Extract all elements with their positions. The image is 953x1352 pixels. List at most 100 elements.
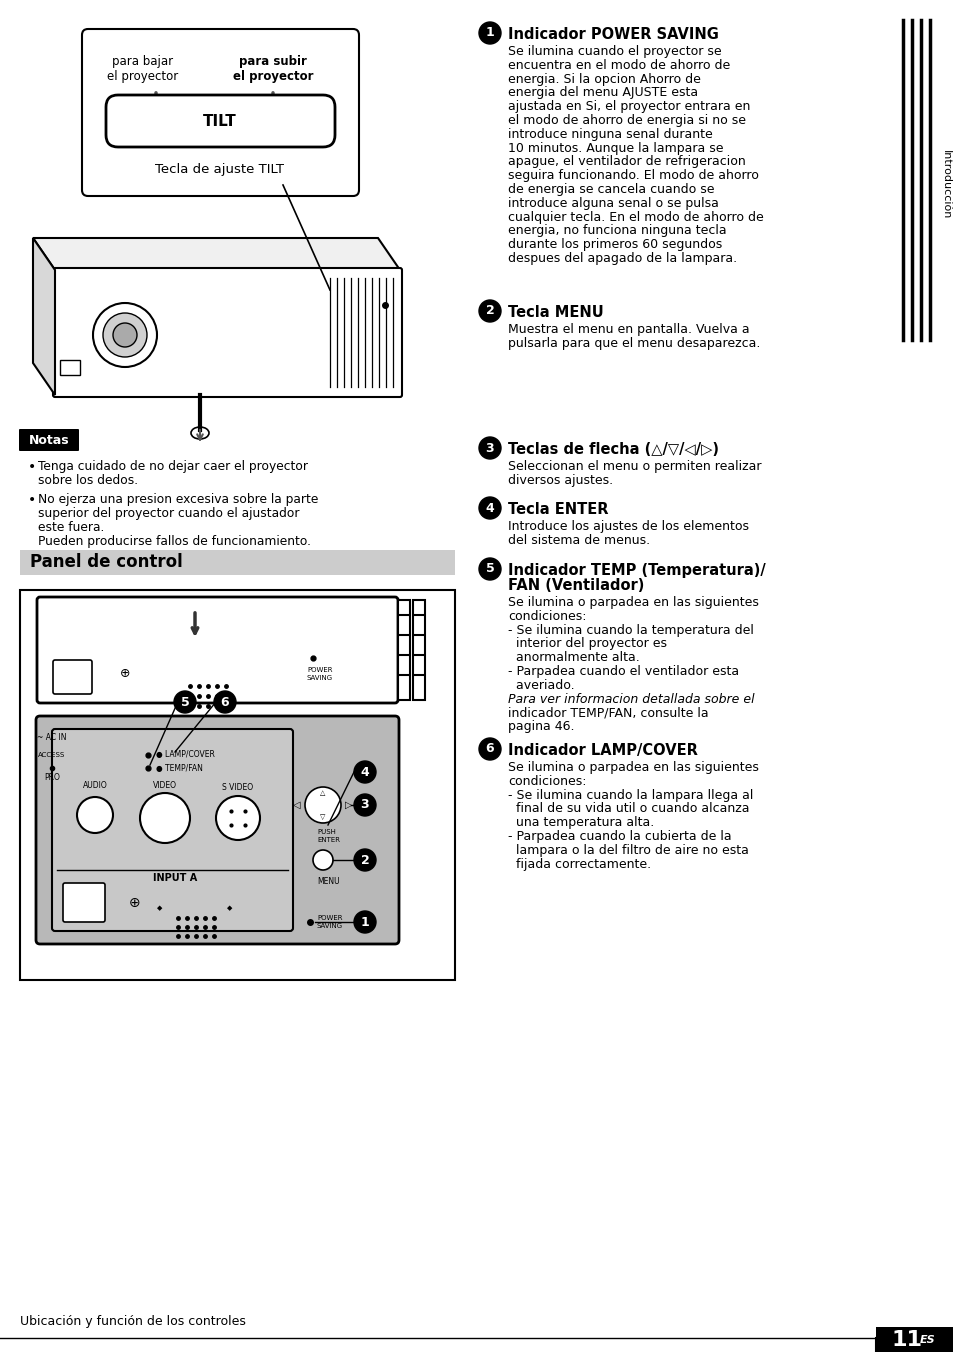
- Text: 4: 4: [485, 502, 494, 515]
- FancyBboxPatch shape: [53, 660, 91, 694]
- Text: Introducción: Introducción: [940, 150, 950, 219]
- Circle shape: [478, 300, 500, 322]
- Text: PUSH
ENTER: PUSH ENTER: [316, 830, 339, 842]
- Text: Indicador LAMP/COVER: Indicador LAMP/COVER: [507, 744, 698, 758]
- Circle shape: [92, 303, 157, 366]
- Bar: [397, 600, 410, 700]
- Text: durante los primeros 60 segundos: durante los primeros 60 segundos: [507, 238, 721, 251]
- Text: despues del apagado de la lampara.: despues del apagado de la lampara.: [507, 251, 737, 265]
- FancyBboxPatch shape: [36, 717, 398, 944]
- Text: energia del menu AJUSTE esta: energia del menu AJUSTE esta: [507, 87, 698, 100]
- Bar: [60, 360, 80, 375]
- Circle shape: [478, 498, 500, 519]
- FancyBboxPatch shape: [82, 28, 358, 196]
- Text: Tenga cuidado de no dejar caer el proyector: Tenga cuidado de no dejar caer el proyec…: [38, 460, 308, 473]
- Text: seguira funcionando. El modo de ahorro: seguira funcionando. El modo de ahorro: [507, 169, 758, 183]
- Text: ◆: ◆: [227, 904, 233, 911]
- Text: Notas: Notas: [29, 434, 70, 446]
- Text: superior del proyector cuando el ajustador: superior del proyector cuando el ajustad…: [38, 507, 299, 521]
- Text: Tecla MENU: Tecla MENU: [507, 306, 603, 320]
- Text: este fuera.: este fuera.: [38, 521, 104, 534]
- Text: Teclas de flecha (△/▽/◁/▷): Teclas de flecha (△/▽/◁/▷): [507, 442, 719, 457]
- Text: - Se ilumina cuando la temperatura del: - Se ilumina cuando la temperatura del: [507, 623, 753, 637]
- Text: ⊕: ⊕: [129, 896, 141, 910]
- Text: No ejerza una presion excesiva sobre la parte: No ejerza una presion excesiva sobre la …: [38, 493, 318, 506]
- Text: Tecla ENTER: Tecla ENTER: [507, 502, 608, 516]
- Text: el modo de ahorro de energia si no se: el modo de ahorro de energia si no se: [507, 114, 745, 127]
- Text: Para ver informacion detallada sobre el: Para ver informacion detallada sobre el: [507, 692, 754, 706]
- Text: condiciones:: condiciones:: [507, 775, 586, 788]
- Text: TILT: TILT: [203, 114, 236, 128]
- Text: final de su vida util o cuando alcanza: final de su vida util o cuando alcanza: [507, 802, 749, 815]
- Text: de energia se cancela cuando se: de energia se cancela cuando se: [507, 183, 714, 196]
- Text: ▷: ▷: [345, 800, 353, 810]
- Text: introduce alguna senal o se pulsa: introduce alguna senal o se pulsa: [507, 197, 719, 210]
- Text: Ubicación y función de los controles: Ubicación y función de los controles: [20, 1315, 246, 1329]
- Text: 5: 5: [180, 695, 190, 708]
- Text: diversos ajustes.: diversos ajustes.: [507, 473, 613, 487]
- Text: Se ilumina o parpadea en las siguientes: Se ilumina o parpadea en las siguientes: [507, 596, 758, 608]
- Text: Indicador TEMP (Temperatura)/: Indicador TEMP (Temperatura)/: [507, 562, 765, 579]
- Text: 2: 2: [485, 304, 494, 318]
- Text: energia, no funciona ninguna tecla: energia, no funciona ninguna tecla: [507, 224, 726, 238]
- Text: ◁: ◁: [293, 800, 300, 810]
- Text: △: △: [320, 790, 325, 796]
- Text: pagina 46.: pagina 46.: [507, 721, 574, 733]
- Text: ● LAMP/COVER: ● LAMP/COVER: [156, 750, 214, 760]
- Ellipse shape: [191, 427, 209, 439]
- Circle shape: [215, 796, 260, 840]
- Text: - Parpadea cuando la cubierta de la: - Parpadea cuando la cubierta de la: [507, 830, 731, 844]
- Text: Indicador POWER SAVING: Indicador POWER SAVING: [507, 27, 719, 42]
- Text: •: •: [28, 460, 36, 475]
- FancyBboxPatch shape: [52, 729, 293, 932]
- Text: AUDIO: AUDIO: [83, 781, 108, 790]
- Text: ES: ES: [919, 1334, 935, 1345]
- Text: 11: 11: [891, 1330, 923, 1351]
- FancyBboxPatch shape: [53, 268, 401, 397]
- Text: pulsarla para que el menu desaparezca.: pulsarla para que el menu desaparezca.: [507, 337, 760, 350]
- Text: introduce ninguna senal durante: introduce ninguna senal durante: [507, 128, 712, 141]
- FancyBboxPatch shape: [37, 598, 397, 703]
- Circle shape: [305, 787, 340, 823]
- Text: ajustada en Si, el proyector entrara en: ajustada en Si, el proyector entrara en: [507, 100, 750, 114]
- Text: Tecla de ajuste TILT: Tecla de ajuste TILT: [155, 164, 284, 176]
- Text: ▽: ▽: [320, 814, 325, 821]
- Polygon shape: [33, 238, 399, 270]
- Text: del sistema de menus.: del sistema de menus.: [507, 534, 649, 546]
- Text: anormalmente alta.: anormalmente alta.: [507, 652, 639, 664]
- Text: POWER
SAVING: POWER SAVING: [316, 915, 343, 929]
- Bar: [875, 1328, 953, 1352]
- Text: 3: 3: [485, 442, 494, 454]
- Text: ~ AC IN: ~ AC IN: [37, 733, 67, 742]
- Text: 3: 3: [360, 799, 369, 811]
- Text: energia. Si la opcion Ahorro de: energia. Si la opcion Ahorro de: [507, 73, 700, 85]
- Circle shape: [478, 558, 500, 580]
- Text: Se ilumina cuando el proyector se: Se ilumina cuando el proyector se: [507, 45, 720, 58]
- Text: Seleccionan el menu o permiten realizar: Seleccionan el menu o permiten realizar: [507, 460, 760, 473]
- Text: interior del proyector es: interior del proyector es: [507, 637, 666, 650]
- Text: lampara o la del filtro de aire no esta: lampara o la del filtro de aire no esta: [507, 844, 748, 857]
- Circle shape: [103, 314, 147, 357]
- Circle shape: [77, 796, 112, 833]
- Text: Panel de control: Panel de control: [30, 553, 183, 571]
- Text: VIDEO: VIDEO: [152, 781, 177, 790]
- Polygon shape: [33, 238, 55, 395]
- Text: condiciones:: condiciones:: [507, 610, 586, 623]
- Bar: [413, 600, 424, 700]
- Text: 6: 6: [485, 742, 494, 756]
- Text: ◆: ◆: [157, 904, 163, 911]
- Text: indicador TEMP/FAN, consulte la: indicador TEMP/FAN, consulte la: [507, 706, 708, 719]
- FancyBboxPatch shape: [63, 883, 105, 922]
- Text: encuentra en el modo de ahorro de: encuentra en el modo de ahorro de: [507, 58, 729, 72]
- Text: INPUT A: INPUT A: [152, 873, 197, 883]
- Text: 4: 4: [360, 765, 369, 779]
- Circle shape: [354, 794, 375, 817]
- Circle shape: [478, 738, 500, 760]
- Text: - Se ilumina cuando la lampara llega al: - Se ilumina cuando la lampara llega al: [507, 788, 753, 802]
- Text: 1: 1: [485, 27, 494, 39]
- Text: FAN (Ventilador): FAN (Ventilador): [507, 579, 643, 594]
- Circle shape: [354, 911, 375, 933]
- Text: sobre los dedos.: sobre los dedos.: [38, 475, 138, 487]
- Text: cualquier tecla. En el modo de ahorro de: cualquier tecla. En el modo de ahorro de: [507, 211, 763, 223]
- Text: ● TEMP/FAN: ● TEMP/FAN: [156, 764, 203, 772]
